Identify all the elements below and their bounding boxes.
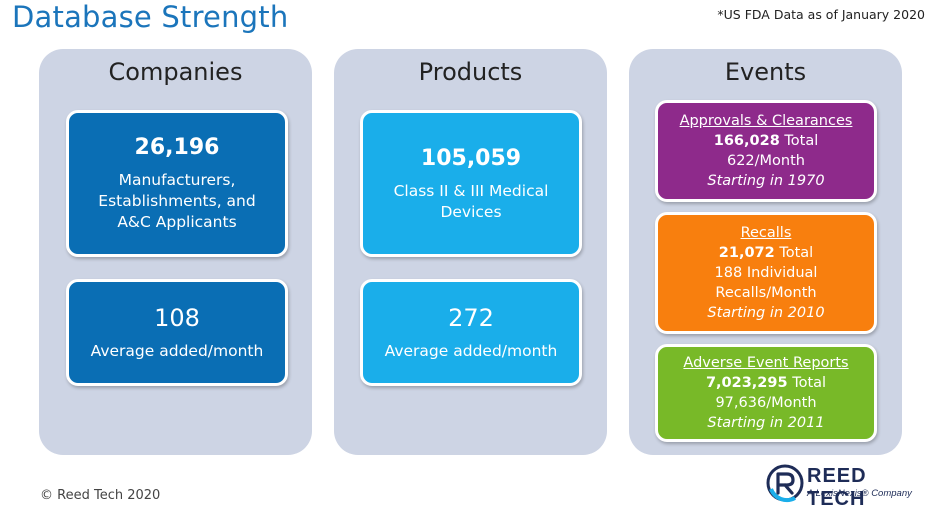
adverse-total-line: 7,023,295 Total: [706, 373, 826, 393]
companies-total-card: 26,196 Manufacturers, Establishments, an…: [66, 110, 288, 257]
approvals-link[interactable]: Approvals & Clearances: [679, 113, 853, 129]
approvals-total-line: 166,028 Total: [714, 131, 819, 151]
products-panel: Products 105,059 Class II & III Medical …: [334, 49, 607, 455]
adverse-since-text: Starting in 2011: [707, 415, 825, 431]
adverse-total-word: Total: [792, 375, 827, 391]
adverse-rate: 97,636/Month: [715, 395, 817, 411]
recalls-link[interactable]: Recalls: [740, 225, 792, 241]
recalls-card: Recalls 21,072 Total 188 Individual Reca…: [655, 212, 877, 334]
companies-total-value: 26,196: [134, 135, 220, 160]
page-title: Database Strength: [12, 0, 289, 34]
companies-avg-desc: Average added/month: [90, 342, 264, 360]
companies-title: Companies: [108, 58, 243, 86]
approvals-total-word: Total: [784, 133, 819, 149]
approvals-since: Starting in 1970: [707, 171, 824, 191]
recalls-since-text: Starting in 2010: [707, 305, 825, 321]
data-source-note: *US FDA Data as of January 2020: [717, 7, 925, 22]
logo-tagline: A LexisNexis® Company: [807, 488, 912, 499]
recalls-since: Starting in 2010: [707, 303, 824, 323]
products-title: Products: [418, 58, 523, 86]
approvals-since-text: Starting in 1970: [707, 173, 825, 189]
companies-panel: Companies 26,196 Manufacturers, Establis…: [39, 49, 312, 455]
events-panel: Events Approvals & Clearances 166,028 To…: [629, 49, 902, 455]
approvals-card: Approvals & Clearances 166,028 Total 622…: [655, 100, 877, 202]
logo-name: REED TECH: [807, 465, 867, 510]
reed-tech-logo: REED TECH A LexisNexis® Company: [765, 463, 925, 510]
products-avg-card: 272 Average added/month: [360, 279, 582, 386]
products-total-value: 105,059: [420, 145, 522, 171]
products-total-desc: Class II & III Medical Devices: [393, 181, 549, 221]
companies-total-desc: Manufacturers, Establishments, and A&C A…: [98, 171, 256, 231]
adverse-since: Starting in 2011: [707, 413, 824, 433]
companies-avg-value: 108: [154, 304, 200, 332]
reed-tech-r-icon: [766, 464, 804, 502]
approvals-rate: 622/Month: [726, 153, 805, 169]
recalls-total-word: Total: [779, 245, 814, 261]
products-avg-value: 272: [448, 304, 494, 332]
recalls-rate-line1: 188 Individual: [714, 265, 818, 281]
recalls-rate-line2: Recalls/Month: [715, 285, 817, 301]
adverse-link[interactable]: Adverse Event Reports: [683, 355, 849, 371]
recalls-total-line: 21,072 Total: [719, 243, 813, 263]
companies-avg-card: 108 Average added/month: [66, 279, 288, 386]
approvals-total-value: 166,028: [713, 133, 780, 149]
recalls-total-value: 21,072: [718, 245, 775, 261]
copyright: © Reed Tech 2020: [40, 488, 161, 503]
products-total-card: 105,059 Class II & III Medical Devices: [360, 110, 582, 257]
adverse-total-value: 7,023,295: [705, 375, 788, 391]
products-avg-desc: Average added/month: [384, 342, 558, 360]
adverse-card: Adverse Event Reports 7,023,295 Total 97…: [655, 344, 877, 442]
events-title: Events: [724, 58, 807, 86]
